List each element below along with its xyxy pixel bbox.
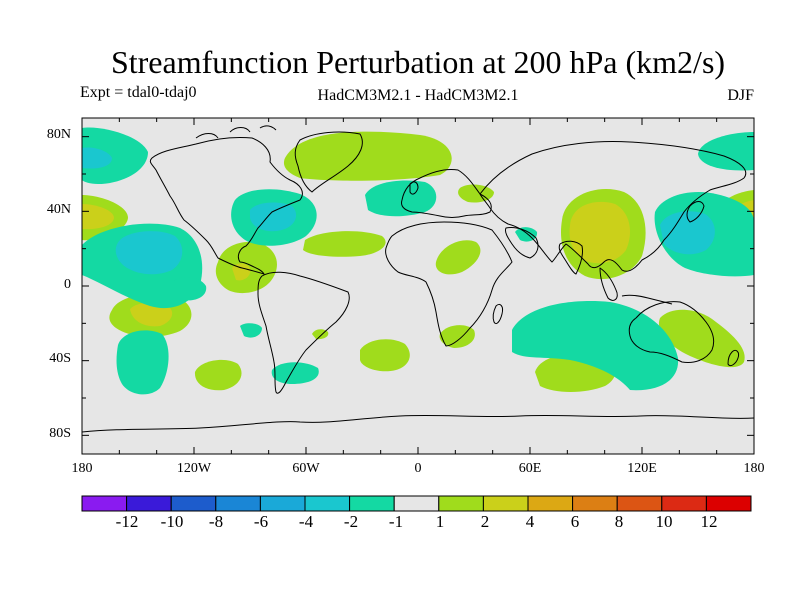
colorbar-label: 12 xyxy=(700,512,718,531)
contour-pos-sahara xyxy=(435,240,481,275)
colorbar-box xyxy=(527,495,574,512)
coast-southeast-asia xyxy=(599,267,618,301)
coastlines xyxy=(82,125,754,433)
colorbar-box xyxy=(170,495,217,512)
contour-neg-south-america xyxy=(271,362,319,384)
colorbar-label: 6 xyxy=(570,512,580,531)
contour-pos-australia xyxy=(658,309,745,368)
lat-label-80s: 80S xyxy=(49,426,71,441)
lon-label-120w: 120W xyxy=(176,461,212,476)
colorbar-box xyxy=(349,495,395,512)
colorbar xyxy=(81,495,752,512)
contour-neg-south-pacific xyxy=(116,330,169,395)
coast-australia xyxy=(628,301,715,363)
contour-neg-indian-ocean xyxy=(512,301,679,391)
lon-label-180e: 180 xyxy=(743,461,765,476)
colorbar-label: 4 xyxy=(525,512,535,531)
colorbar-label: -6 xyxy=(253,512,269,531)
coast-antarctica xyxy=(82,414,754,433)
coast-india xyxy=(558,240,583,275)
contour-pos2-south-pacific xyxy=(130,302,173,327)
coast-south-america xyxy=(257,271,350,394)
contour-pos-south-america-east xyxy=(360,339,410,372)
season-label: DJF xyxy=(727,87,754,104)
map-title: Streamfunction Perturbation at 200 hPa (… xyxy=(110,44,726,80)
coast-arctic-islands xyxy=(195,125,277,139)
models-label: HadCM3M2.1 - HadCM3M2.1 xyxy=(317,87,519,104)
contour-pos-north-africa xyxy=(303,231,386,257)
coast-north-america xyxy=(149,137,303,275)
lat-label-80n: 80N xyxy=(46,127,71,142)
coast-new-zealand xyxy=(727,349,739,367)
colorbar-box xyxy=(126,495,172,512)
colorbar-label: -1 xyxy=(388,512,404,531)
colorbar-label: 2 xyxy=(480,512,490,531)
contour-neg2-west-pacific xyxy=(660,211,715,255)
contour-pos2-asia xyxy=(569,201,631,264)
lon-label-60w: 60W xyxy=(292,461,320,476)
colorbar-box xyxy=(616,495,663,512)
colorbar-label: -10 xyxy=(160,512,184,531)
colorbar-box xyxy=(304,495,351,512)
contour-pos-southern-africa xyxy=(439,325,475,348)
colorbar-box xyxy=(438,495,484,512)
colorbar-box xyxy=(393,495,440,512)
lon-label-0: 0 xyxy=(414,461,422,476)
colorbar-label: 10 xyxy=(655,512,673,531)
colorbar-box xyxy=(705,495,752,512)
coast-indonesia xyxy=(621,294,673,305)
coast-greenland xyxy=(294,131,363,193)
contour-pos-mediterranean xyxy=(458,184,494,203)
coast-japan xyxy=(686,201,705,223)
coast-europe xyxy=(401,169,492,218)
contour-neg-arctic-east xyxy=(698,132,754,171)
lon-label-180w: 180 xyxy=(71,461,93,476)
experiment-label: Expt = tdal0-tdaj0 xyxy=(80,84,197,101)
coast-madagascar xyxy=(492,303,503,325)
contour-neg2-arctic-west xyxy=(82,147,112,169)
coast-arabia xyxy=(505,227,539,259)
coast-asia xyxy=(479,141,747,272)
colorbar-label: -2 xyxy=(343,512,359,531)
contour-neg-pacific-equator xyxy=(171,277,207,301)
colorbar-box xyxy=(259,495,306,512)
contour-pos2-north-pacific-west xyxy=(82,204,114,230)
contour-neg-north-atlantic xyxy=(365,180,437,217)
lat-label-40s: 40S xyxy=(49,351,71,366)
lon-label-60e: 60E xyxy=(518,461,542,476)
contour-pos2-central-america xyxy=(232,263,251,281)
axis-ticks xyxy=(81,118,755,454)
colorbar-box xyxy=(572,495,618,512)
contour-pos-southeast-pacific xyxy=(194,359,242,391)
lat-label-40n: 40N xyxy=(46,202,71,217)
coast-africa xyxy=(385,221,513,347)
colorbar-label: -8 xyxy=(208,512,224,531)
lat-label-0: 0 xyxy=(64,277,71,292)
colorbar-label: -4 xyxy=(298,512,314,531)
contour-neg-arctic-west xyxy=(82,127,148,184)
coast-uk xyxy=(409,181,419,195)
colorbar-box xyxy=(81,495,128,512)
colorbar-label: 1 xyxy=(435,512,445,531)
contour-pos-north-atlantic xyxy=(283,131,452,181)
contour-neg-south-atlantic xyxy=(240,323,262,338)
colorbar-label: 8 xyxy=(614,512,624,531)
colorbar-box xyxy=(215,495,261,512)
colorbar-box xyxy=(661,495,707,512)
lon-label-120e: 120E xyxy=(627,461,657,476)
contour-neg2-north-pacific xyxy=(115,231,183,275)
colorbar-label: -12 xyxy=(115,512,139,531)
colorbar-box xyxy=(482,495,529,512)
